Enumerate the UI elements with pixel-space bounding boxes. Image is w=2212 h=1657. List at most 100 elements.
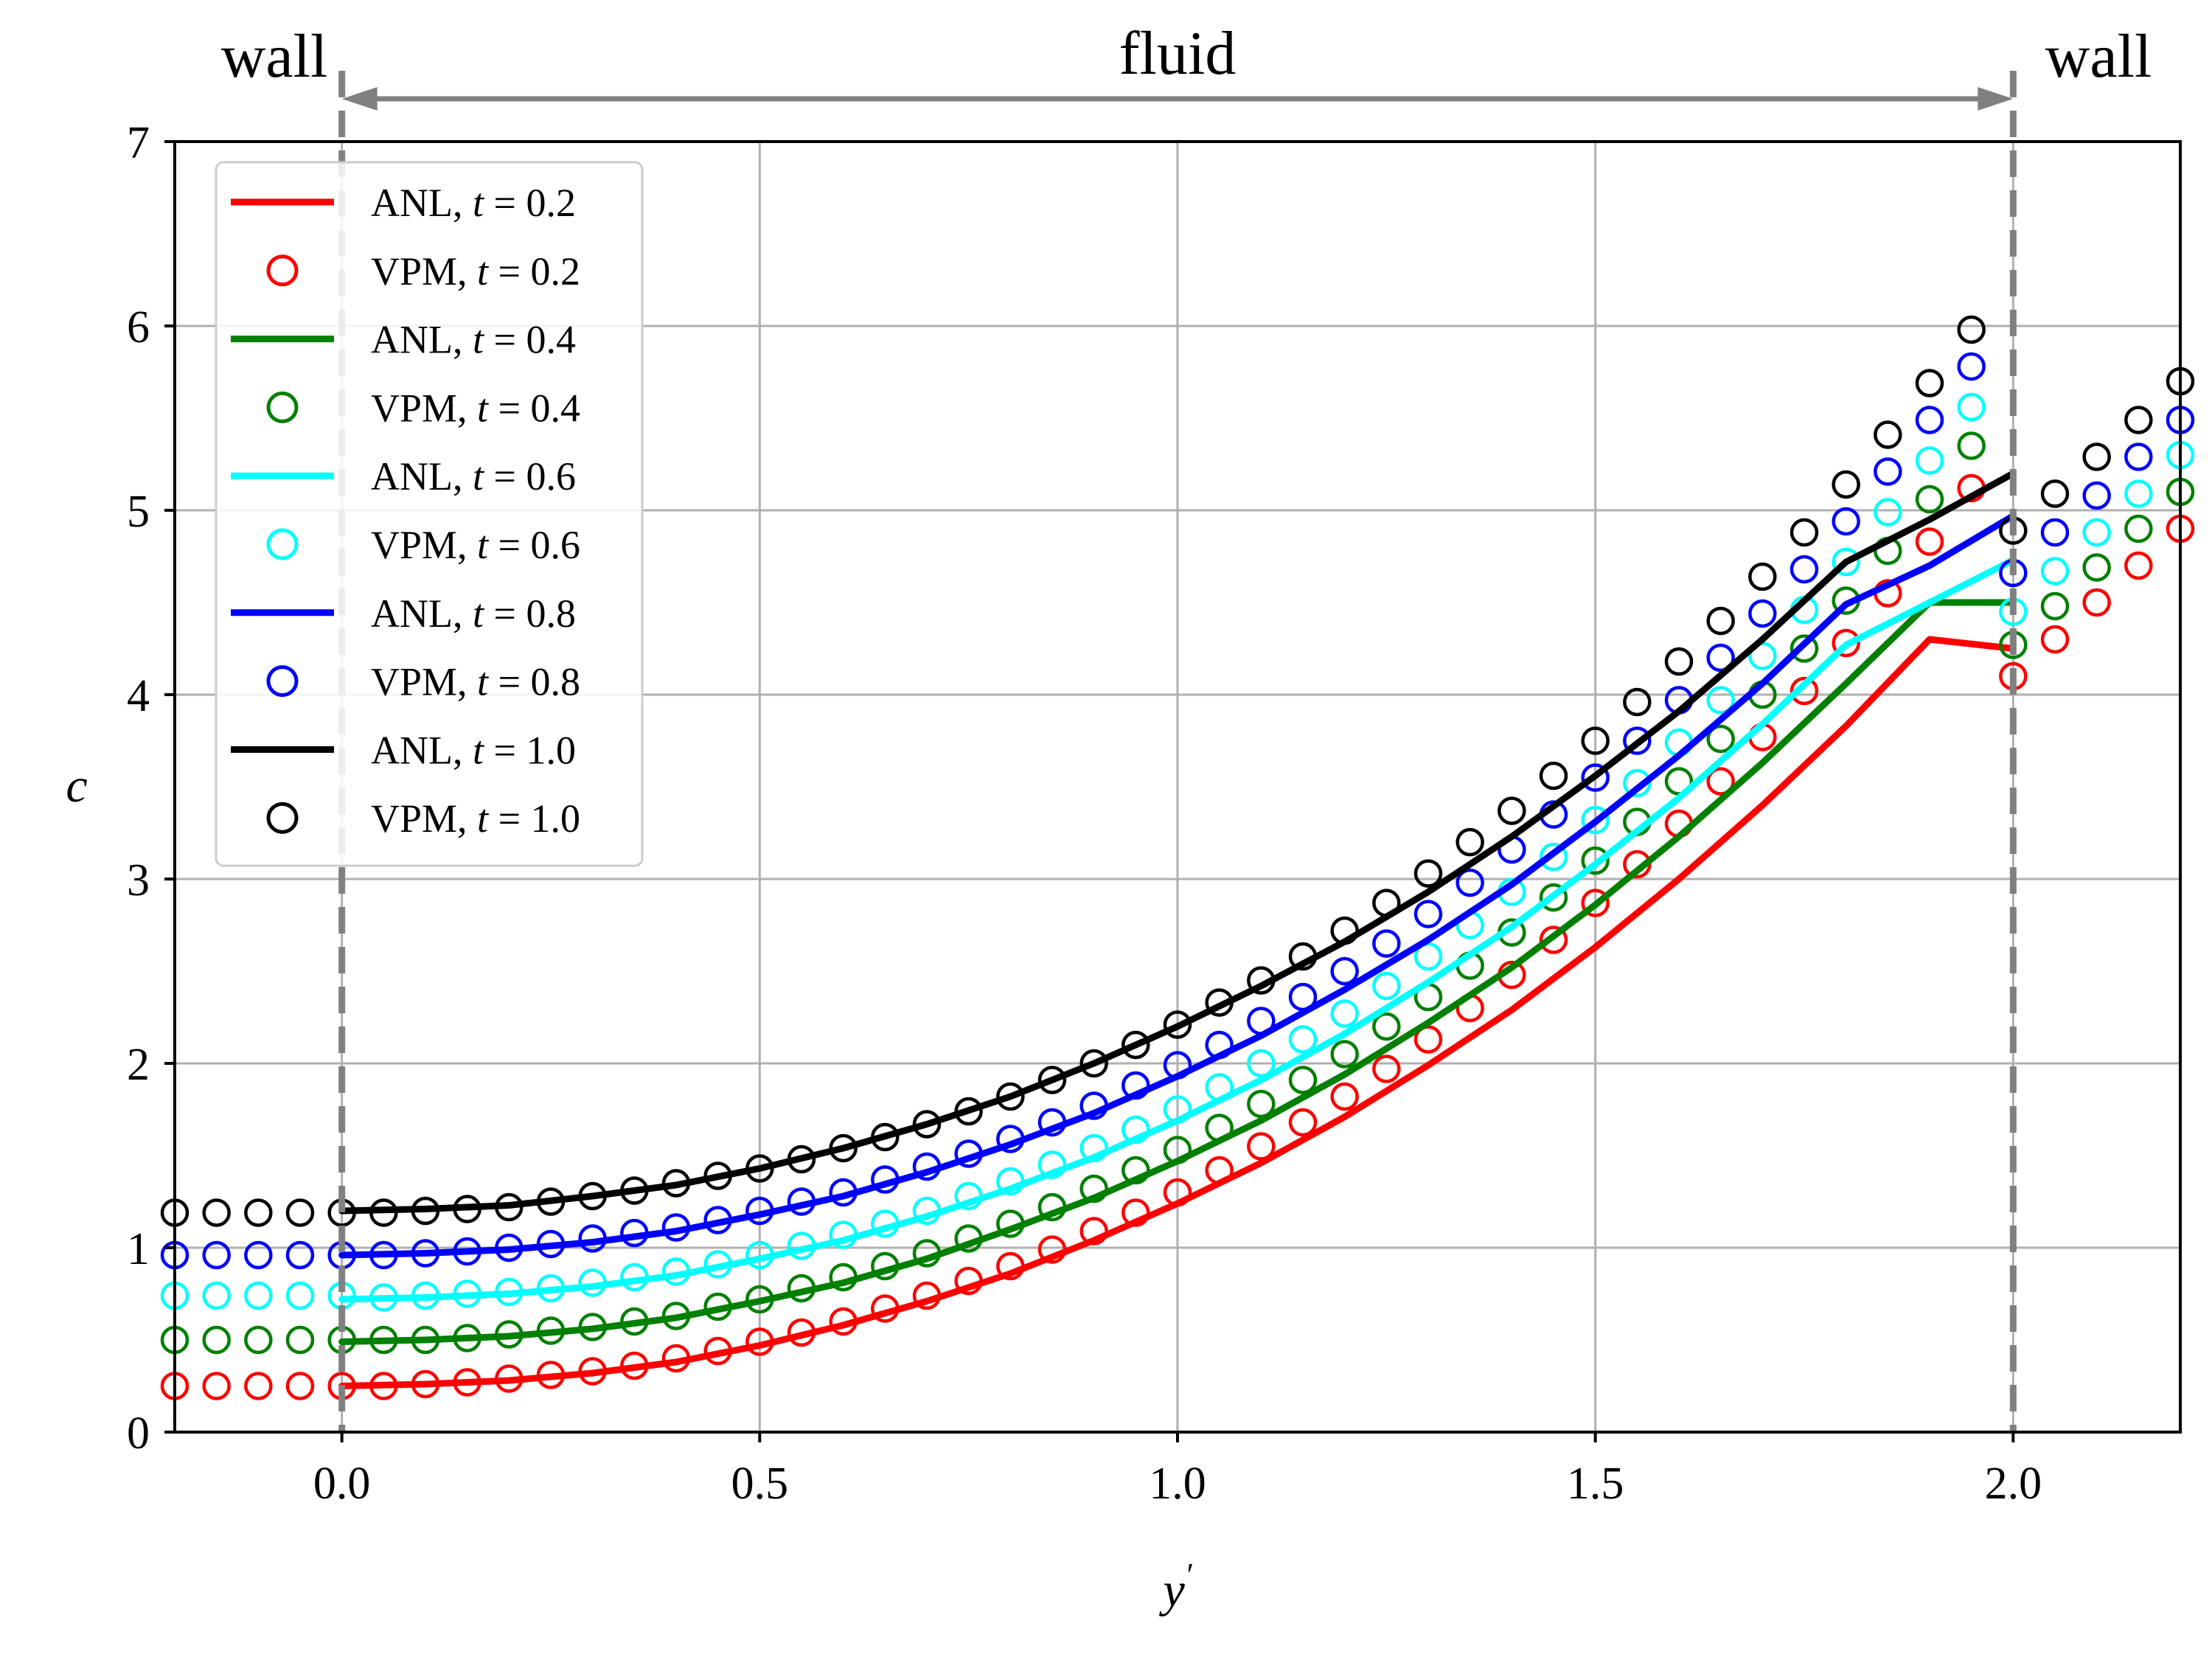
series-marker-vpm-t0.2 — [912, 1281, 942, 1310]
legend-label-value: = 1.0 — [488, 796, 580, 841]
series-marker-vpm-t0.6 — [536, 1274, 566, 1303]
series-marker-vpm-t1.0 — [1037, 1066, 1067, 1094]
series-marker-vpm-t0.2 — [954, 1266, 983, 1296]
series-marker-vpm-t1.0 — [661, 1169, 691, 1198]
series-marker-vpm-t0.8 — [703, 1206, 732, 1234]
series-marker-vpm-t0.4 — [369, 1325, 398, 1355]
legend-label-method: ANL, — [371, 454, 473, 499]
series-marker-vpm-t0.4 — [2040, 591, 2070, 621]
series-marker-vpm-t0.8 — [1748, 599, 1777, 628]
series-marker-vpm-t0.6 — [2124, 479, 2153, 508]
series-marker-vpm-t0.8 — [2082, 481, 2111, 510]
series-marker-vpm-t1.0 — [453, 1195, 481, 1223]
series-marker-vpm-t0.6 — [1372, 971, 1401, 1001]
series-marker-vpm-t0.4 — [244, 1325, 273, 1355]
series-marker-vpm-t0.8 — [787, 1187, 816, 1216]
x-axis-label-main: y — [1159, 1563, 1186, 1617]
series-marker-vpm-t0.6 — [1205, 1073, 1234, 1102]
series-marker-vpm-t0.2 — [1832, 628, 1860, 658]
series-marker-vpm-t0.6 — [996, 1167, 1025, 1196]
series-marker-vpm-t0.8 — [620, 1218, 649, 1248]
legend-label-t: t — [477, 660, 490, 704]
series-marker-vpm-t0.8 — [1205, 1030, 1234, 1060]
series-marker-vpm-t1.0 — [871, 1122, 900, 1152]
series-marker-vpm-t0.6 — [745, 1240, 774, 1270]
series-marker-vpm-t0.2 — [285, 1372, 315, 1400]
legend-label: VPM, t = 1.0 — [371, 796, 580, 841]
x-tick-label: 0.5 — [731, 1459, 789, 1509]
series-marker-vpm-t0.8 — [745, 1196, 774, 1226]
x-tick-label: 1.5 — [1567, 1459, 1624, 1509]
legend-marker-swatch — [266, 802, 299, 834]
series-marker-vpm-t0.2 — [244, 1372, 273, 1400]
fluid-arrow-head-right — [1978, 87, 2014, 111]
series-marker-vpm-t0.6 — [495, 1277, 524, 1307]
series-marker-vpm-t0.8 — [829, 1178, 858, 1207]
series-marker-vpm-t0.8 — [1330, 956, 1359, 986]
series-marker-vpm-t0.6 — [1623, 768, 1652, 798]
legend-label-method: VPM, — [371, 660, 477, 704]
series-marker-vpm-t0.2 — [2124, 551, 2153, 580]
series-layer — [160, 315, 2195, 1400]
legend-label-t: t — [477, 523, 490, 567]
legend-label-value: = 0.6 — [484, 454, 576, 499]
series-marker-vpm-t0.2 — [996, 1251, 1025, 1281]
legend-label: VPM, t = 0.6 — [371, 523, 580, 567]
series-marker-vpm-t0.6 — [244, 1281, 273, 1310]
series-marker-vpm-t0.4 — [578, 1313, 607, 1341]
series-marker-vpm-t0.6 — [620, 1262, 649, 1292]
series-marker-vpm-t0.4 — [1790, 634, 1819, 663]
series-marker-vpm-t1.0 — [1121, 1030, 1150, 1060]
series-marker-vpm-t0.2 — [202, 1372, 231, 1400]
series-marker-vpm-t0.8 — [578, 1224, 607, 1253]
series-marker-vpm-t0.4 — [1957, 431, 1986, 460]
series-marker-vpm-t1.0 — [1957, 315, 1986, 344]
series-marker-vpm-t1.0 — [787, 1144, 816, 1174]
series-marker-vpm-t0.2 — [2040, 625, 2070, 654]
y-tick-label: 0 — [127, 1408, 150, 1459]
series-marker-vpm-t0.6 — [202, 1281, 231, 1310]
series-marker-vpm-t1.0 — [1163, 1010, 1192, 1039]
series-marker-vpm-t0.2 — [1790, 676, 1819, 706]
series-marker-vpm-t0.2 — [1079, 1217, 1108, 1246]
series-marker-vpm-t1.0 — [1455, 827, 1484, 857]
legend-label: ANL, t = 0.2 — [371, 181, 576, 225]
legend-label: VPM, t = 0.2 — [371, 249, 580, 293]
x-tick-label: 0.0 — [313, 1459, 371, 1509]
series-marker-vpm-t0.8 — [1957, 352, 1986, 381]
series-marker-vpm-t0.8 — [996, 1125, 1025, 1153]
series-marker-vpm-t0.8 — [453, 1237, 481, 1266]
legend-label-method: ANL, — [371, 181, 473, 225]
series-marker-vpm-t1.0 — [1498, 796, 1526, 825]
series-marker-vpm-t0.4 — [954, 1224, 983, 1253]
series-marker-vpm-t0.4 — [1079, 1174, 1108, 1203]
series-marker-vpm-t0.8 — [954, 1139, 983, 1168]
series-marker-vpm-t0.4 — [1915, 484, 1944, 514]
series-marker-vpm-t1.0 — [1539, 761, 1568, 791]
series-marker-vpm-t0.6 — [1121, 1115, 1150, 1144]
y-tick-label: 3 — [127, 855, 150, 906]
series-marker-vpm-t0.2 — [1915, 527, 1944, 556]
series-marker-vpm-t0.2 — [453, 1368, 481, 1397]
legend-label-t: t — [473, 181, 485, 225]
series-marker-vpm-t0.6 — [578, 1268, 607, 1297]
legend-marker-swatch — [266, 665, 299, 698]
region-label-right: wall — [2045, 22, 2152, 91]
series-marker-vpm-t0.4 — [745, 1285, 774, 1314]
series-marker-vpm-t0.6 — [1581, 805, 1610, 835]
series-marker-vpm-t0.4 — [871, 1251, 900, 1281]
series-marker-vpm-t0.8 — [1623, 726, 1652, 755]
legend-label-value: = 0.2 — [488, 249, 580, 293]
legend-label: VPM, t = 0.8 — [371, 660, 580, 704]
series-marker-vpm-t0.2 — [1581, 889, 1610, 917]
series-marker-vpm-t0.8 — [285, 1240, 315, 1270]
series-marker-vpm-t0.2 — [1539, 925, 1568, 954]
series-marker-vpm-t0.2 — [1163, 1178, 1192, 1207]
series-marker-vpm-t0.2 — [1413, 1025, 1443, 1054]
series-marker-vpm-t0.6 — [1832, 547, 1860, 577]
series-marker-vpm-t0.8 — [244, 1240, 273, 1270]
series-marker-vpm-t1.0 — [1790, 518, 1819, 547]
series-marker-vpm-t0.8 — [661, 1213, 691, 1242]
series-marker-vpm-t0.6 — [1163, 1095, 1192, 1124]
